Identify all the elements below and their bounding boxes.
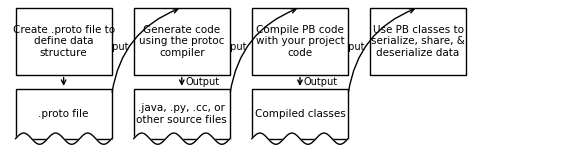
Text: .proto file: .proto file: [39, 109, 89, 119]
FancyBboxPatch shape: [134, 89, 230, 139]
Text: Output: Output: [304, 77, 338, 87]
Text: Input: Input: [103, 42, 128, 52]
Text: Input: Input: [339, 42, 365, 52]
FancyBboxPatch shape: [252, 89, 348, 139]
FancyBboxPatch shape: [16, 89, 112, 139]
Text: Create .proto file to
define data
structure: Create .proto file to define data struct…: [12, 25, 114, 58]
Text: Output: Output: [186, 77, 220, 87]
Text: Generate code
using the protoc
compiler: Generate code using the protoc compiler: [139, 25, 224, 58]
Text: Input: Input: [221, 42, 246, 52]
Text: Compile PB code
with your project
code: Compile PB code with your project code: [256, 25, 344, 58]
Polygon shape: [252, 133, 348, 159]
FancyBboxPatch shape: [252, 8, 348, 75]
FancyBboxPatch shape: [134, 8, 230, 75]
Text: .java, .py, .cc, or
other source files: .java, .py, .cc, or other source files: [136, 103, 227, 124]
FancyBboxPatch shape: [370, 8, 466, 75]
Polygon shape: [16, 133, 112, 159]
Text: Use PB classes to
serialize, share, &
deserialize data: Use PB classes to serialize, share, & de…: [371, 25, 465, 58]
Text: Compiled classes: Compiled classes: [255, 109, 346, 119]
FancyBboxPatch shape: [16, 8, 112, 75]
Polygon shape: [134, 133, 230, 159]
